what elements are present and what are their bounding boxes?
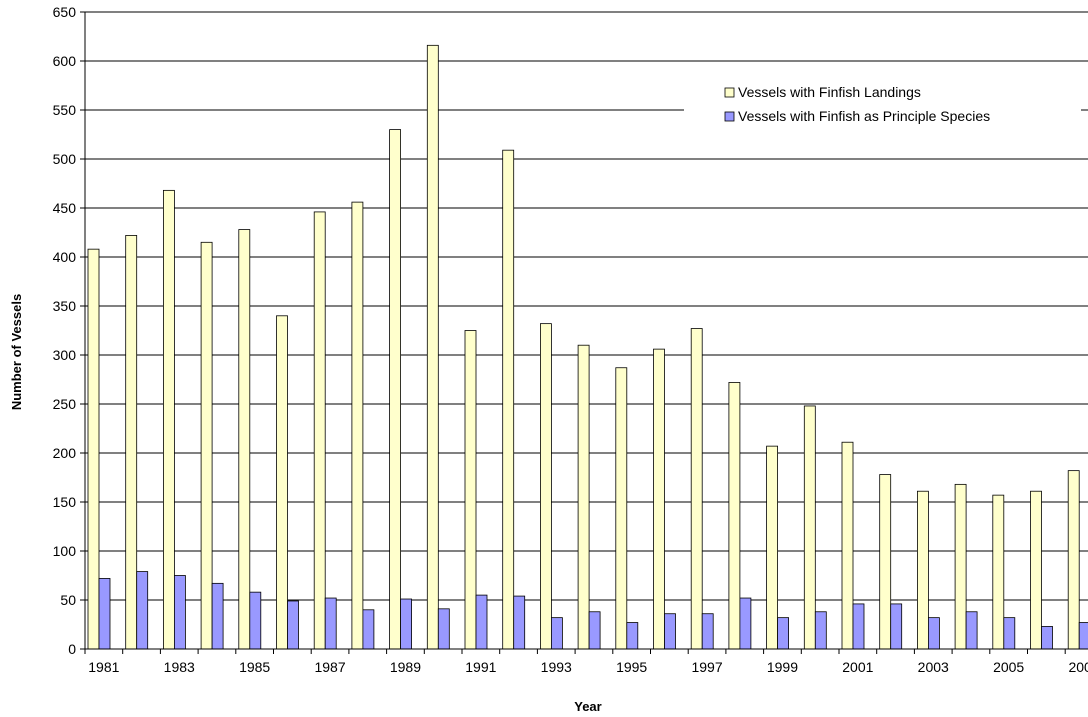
y-tick-label: 600 — [53, 53, 77, 69]
y-tick-label: 200 — [53, 445, 77, 461]
bar-finfish-principal-1995 — [626, 622, 639, 650]
bar-finfish-principal-2007 — [1078, 622, 1088, 650]
y-tick-label: 150 — [53, 494, 77, 510]
x-tick-label: 1985 — [239, 659, 270, 675]
x-tick-label: 1983 — [164, 659, 195, 675]
bar-finfish-landings-1985 — [238, 229, 251, 650]
bar-finfish-principal-2005 — [1003, 617, 1016, 650]
y-tick-label: 550 — [53, 102, 77, 118]
bar-finfish-landings-1996 — [653, 348, 665, 650]
y-tick-label: 0 — [68, 641, 76, 657]
bar-finfish-landings-2006 — [1030, 490, 1042, 650]
bar-finfish-principal-1989 — [400, 598, 413, 650]
bar-finfish-landings-2001 — [841, 441, 854, 650]
y-axis-title: Number of Vessels — [9, 294, 24, 410]
x-tick-label: 1995 — [616, 659, 647, 675]
x-tick-label: 1993 — [541, 659, 572, 675]
axes — [84, 12, 1088, 650]
legend-box — [684, 81, 1081, 134]
bar-finfish-landings-1987 — [313, 211, 326, 650]
y-tick-label: 300 — [53, 347, 77, 363]
bar-finfish-principal-1991 — [475, 594, 488, 650]
y-tick-label: 350 — [53, 298, 77, 314]
x-tick-label: 2003 — [918, 659, 949, 675]
x-tick-label: 2007 — [1068, 659, 1088, 675]
bar-finfish-landings-1983 — [162, 189, 175, 650]
legend: Vessels with Finfish Landings Vessels wit… — [684, 81, 1081, 134]
bar-finfish-landings-1988 — [351, 201, 364, 650]
bar-finfish-landings-2002 — [879, 474, 892, 650]
x-tick-label: 1987 — [314, 659, 345, 675]
bar-finfish-landings-1993 — [540, 323, 552, 650]
bar-finfish-landings-1995 — [615, 367, 628, 650]
bar-finfish-principal-1992 — [513, 595, 526, 650]
bar-finfish-landings-1989 — [389, 129, 402, 650]
x-tick-label: 1989 — [390, 659, 421, 675]
legend-label: Vessels with Finfish as Principle Specie… — [738, 108, 990, 124]
bar-finfish-principal-1996 — [664, 613, 676, 650]
bar-finfish-landings-2003 — [917, 490, 929, 650]
y-tick-label: 400 — [53, 249, 77, 265]
bar-finfish-landings-1991 — [464, 330, 477, 650]
bar-finfish-principal-1988 — [362, 609, 375, 650]
bar-finfish-principal-2000 — [814, 611, 827, 650]
bar-finfish-landings-1997 — [690, 328, 703, 650]
bar-finfish-principal-2001 — [852, 603, 865, 650]
x-tick-label: 2001 — [842, 659, 873, 675]
bar-finfish-principal-2004 — [965, 611, 978, 650]
bar-finfish-landings-1984 — [200, 241, 213, 650]
bar-finfish-principal-1990 — [437, 608, 450, 650]
y-tick-label: 500 — [53, 151, 77, 167]
legend-label: Vessels with Finfish Landings — [738, 84, 921, 100]
bar-finfish-landings-2004 — [954, 483, 967, 650]
y-tick-label: 250 — [53, 396, 77, 412]
bar-finfish-landings-2005 — [992, 494, 1005, 650]
x-tick-label: 1999 — [767, 659, 798, 675]
x-tick-label: 1991 — [465, 659, 496, 675]
bar-finfish-principal-2002 — [890, 603, 903, 650]
bar-finfish-principal-2006 — [1041, 626, 1053, 650]
bar-finfish-landings-2000 — [803, 405, 816, 650]
bar-finfish-principal-2003 — [928, 617, 940, 650]
bar-finfish-landings-2007 — [1067, 470, 1080, 650]
legend-swatch — [724, 111, 735, 122]
bar-finfish-principal-1998 — [739, 597, 752, 650]
bar-finfish-landings-1994 — [577, 344, 590, 650]
y-tick-label: 100 — [53, 543, 77, 559]
x-tick-labels: 1981 1983 1985 1987 1989 1991 1993 1995 1997 1999… — [84, 649, 1088, 675]
bar-finfish-landings-1981 — [87, 248, 100, 650]
y-tick-label: 50 — [60, 592, 76, 608]
x-tick-label: 2005 — [993, 659, 1024, 675]
bars — [87, 44, 1088, 650]
bar-finfish-landings-1992 — [502, 149, 515, 650]
y-tick-labels: 0 50 100 150 200 250 300 350 400 450 500 550 600 650 — [53, 4, 85, 657]
bar-finfish-principal-1982 — [136, 571, 149, 650]
bar-finfish-principal-1993 — [551, 617, 563, 650]
bar-finfish-principal-1999 — [777, 617, 789, 650]
bar-finfish-landings-1999 — [766, 445, 778, 650]
legend-swatch — [724, 87, 735, 98]
bar-finfish-principal-1994 — [588, 611, 601, 650]
x-axis-title: Year — [574, 699, 601, 714]
bar-finfish-landings-1990 — [426, 44, 439, 650]
bar-finfish-principal-1986 — [287, 600, 299, 650]
bar-finfish-principal-1987 — [324, 597, 337, 650]
y-tick-label: 450 — [53, 200, 77, 216]
bar-finfish-principal-1981 — [98, 578, 111, 650]
bar-finfish-principal-1985 — [249, 591, 262, 650]
bar-finfish-principal-1984 — [211, 582, 224, 650]
x-tick-label: 1997 — [691, 659, 722, 675]
bar-finfish-landings-1998 — [728, 382, 741, 650]
x-tick-label: 1981 — [88, 659, 119, 675]
bar-finfish-principal-1983 — [173, 575, 186, 650]
bar-finfish-landings-1982 — [125, 235, 138, 650]
y-tick-label: 650 — [53, 4, 77, 20]
bar-finfish-landings-1986 — [276, 315, 288, 650]
bar-finfish-principal-1997 — [701, 613, 714, 650]
